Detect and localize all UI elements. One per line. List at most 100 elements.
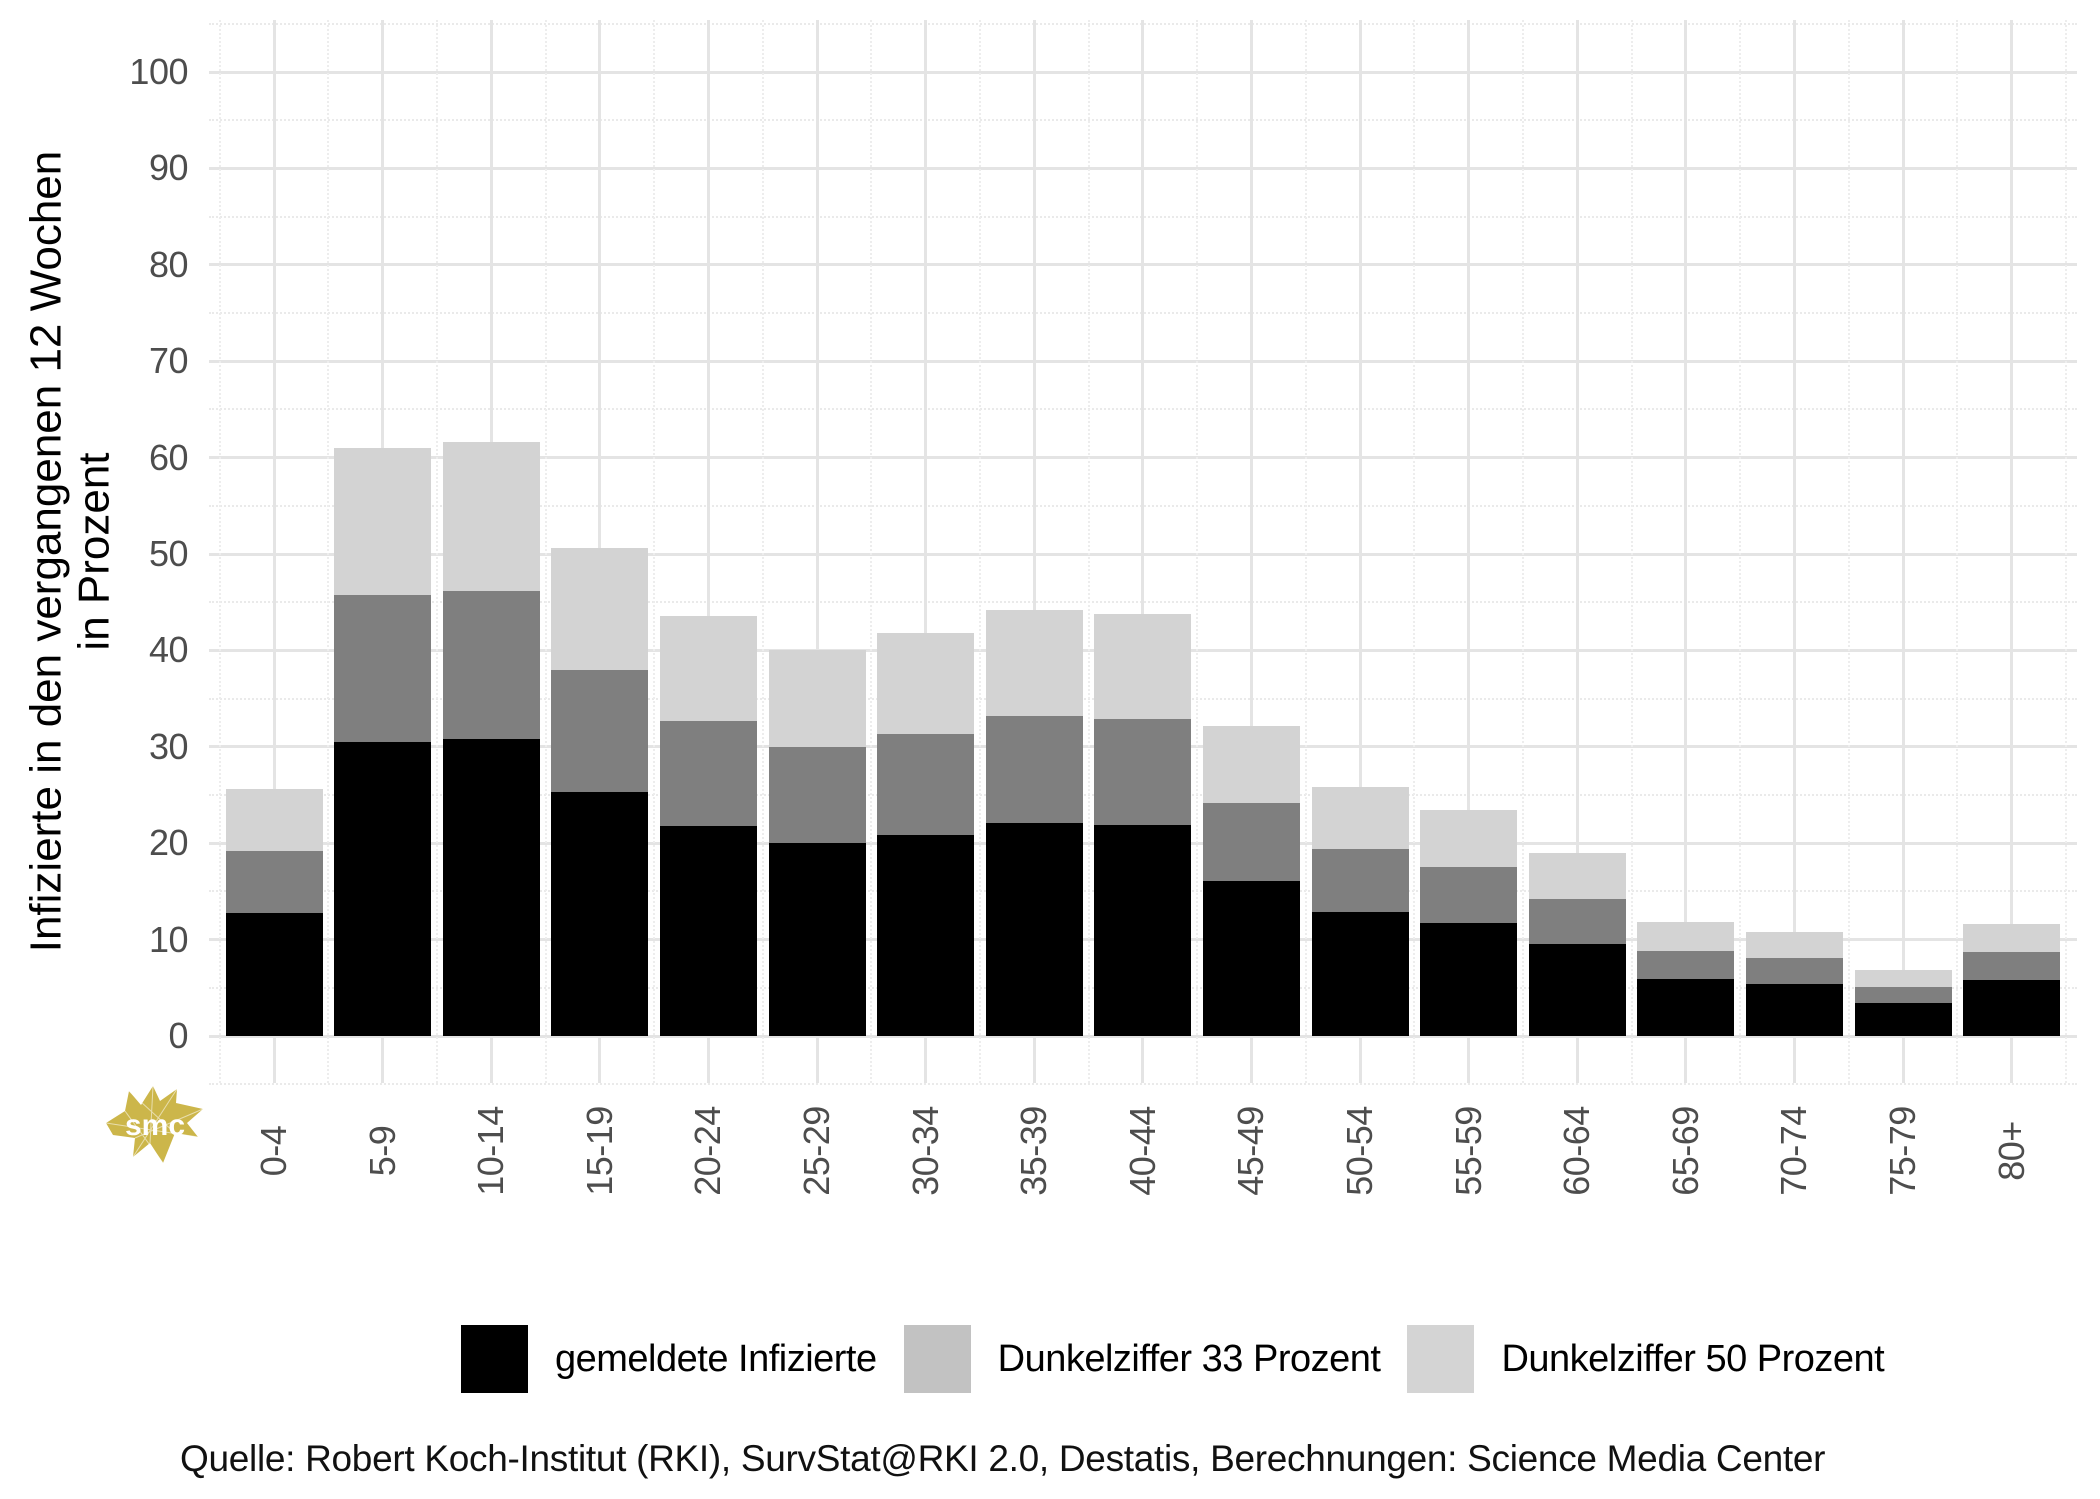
gridline-x-major <box>1792 20 1796 1083</box>
bar-segment-45-49 <box>1202 803 1300 881</box>
legend-item: Dunkelziffer 33 Prozent <box>903 1325 1381 1393</box>
bar-segment-70-74 <box>1745 983 1843 1036</box>
y-tick-label: 70 <box>148 340 189 382</box>
gridline-x-major <box>1684 20 1688 1083</box>
y-tick-label: 30 <box>148 725 189 767</box>
bar-segment-30-34 <box>877 834 975 1036</box>
smc-logo: smc <box>105 1085 204 1164</box>
bar-segment-35-39 <box>985 716 1083 823</box>
gridline-x-major <box>815 20 819 1083</box>
y-tick-label: 0 <box>168 1015 188 1056</box>
gridline-x-minor <box>1521 20 1524 1083</box>
y-tick-label: 60 <box>148 436 189 478</box>
bar-segment-75-79 <box>1854 1003 1952 1036</box>
bar-segment-45-49 <box>1202 725 1300 804</box>
gridline-x-minor <box>544 20 547 1083</box>
x-tick-label: 5-9 <box>361 1125 403 1177</box>
x-tick-label: 70-74 <box>1773 1106 1815 1196</box>
bar-segment-35-39 <box>985 609 1083 717</box>
bar-segment-65-69 <box>1637 922 1735 951</box>
bar-segment-5-9 <box>334 741 432 1036</box>
gridline-x-minor <box>435 20 438 1083</box>
gridline-x-minor <box>1087 20 1090 1083</box>
gridline-x-major <box>706 20 710 1083</box>
smc-logo-text: smc <box>125 1109 185 1142</box>
gridline-x-major <box>1467 20 1471 1083</box>
gridline-x-minor <box>1956 20 1959 1083</box>
legend-label: Dunkelziffer 50 Prozent <box>1501 1337 1885 1380</box>
bar-segment-40-44 <box>1094 824 1192 1036</box>
bar-segment-10-14 <box>442 739 540 1036</box>
bar-segment-0-4 <box>225 850 323 913</box>
y-tick-label: 50 <box>148 533 189 574</box>
bar-segment-55-59 <box>1420 810 1518 867</box>
legend-item: gemeldete Infizierte <box>461 1325 877 1393</box>
legend-swatch <box>461 1325 528 1393</box>
bar-segment-20-24 <box>659 615 757 721</box>
bar-segment-30-34 <box>877 633 975 734</box>
bar-segment-50-54 <box>1311 849 1409 912</box>
bar-segment-70-74 <box>1745 957 1843 984</box>
x-tick-label: 35-39 <box>1013 1106 1055 1196</box>
gridline-x-major <box>1358 20 1362 1083</box>
bar-segment-80+ <box>1963 952 2061 981</box>
bar-segment-15-19 <box>551 792 649 1036</box>
bar-segment-0-4 <box>225 912 323 1036</box>
gridline-x-minor <box>1413 20 1416 1083</box>
gridline-x-minor <box>1630 20 1633 1083</box>
x-tick-label: 10-14 <box>470 1106 512 1196</box>
bar-segment-25-29 <box>768 650 866 747</box>
bar-segment-55-59 <box>1420 923 1518 1036</box>
y-tick-label: 20 <box>148 822 189 864</box>
bar-segment-65-69 <box>1637 950 1735 980</box>
x-tick-label: 55-59 <box>1447 1106 1489 1196</box>
y-tick-label: 10 <box>148 918 189 960</box>
x-tick-label: 50-54 <box>1339 1106 1380 1196</box>
x-tick-label: 60-64 <box>1556 1106 1598 1196</box>
gridline-x-minor <box>1196 20 1199 1083</box>
gridline-x-major <box>2010 20 2014 1083</box>
bar-segment-80+ <box>1963 924 2061 953</box>
gridline-x-major <box>1141 20 1145 1083</box>
legend: gemeldete Infizierte Dunkelziffer 33 Proz… <box>461 1325 1885 1393</box>
bar-segment-65-69 <box>1637 979 1735 1036</box>
gridline-x-minor <box>2064 20 2067 1083</box>
bar-segment-20-24 <box>659 720 757 826</box>
gridline-x-major <box>1901 20 1905 1083</box>
bar-segment-10-14 <box>442 442 540 591</box>
legend-swatch <box>903 1325 971 1393</box>
bar-segment-60-64 <box>1528 944 1626 1036</box>
bar-segment-70-74 <box>1745 931 1843 958</box>
legend-swatch <box>1407 1325 1475 1393</box>
bar-segment-60-64 <box>1528 898 1626 945</box>
bar-segment-40-44 <box>1094 613 1192 720</box>
bar-segment-40-44 <box>1094 719 1192 825</box>
y-tick-label: 40 <box>148 629 189 671</box>
bar-segment-15-19 <box>551 670 649 793</box>
bar-segment-55-59 <box>1420 866 1518 924</box>
bar-segment-5-9 <box>334 447 432 595</box>
y-tick-label: 80 <box>148 243 189 285</box>
smc-logo-facet-lines <box>105 1085 204 1164</box>
source-caption: Quelle: Robert Koch-Institut (RKI), Surv… <box>180 1438 1826 1479</box>
legend-item: Dunkelziffer 50 Prozent <box>1407 1325 1885 1393</box>
legend-label: Dunkelziffer 33 Prozent <box>997 1337 1381 1380</box>
bar-segment-20-24 <box>659 825 757 1036</box>
bar-segment-60-64 <box>1528 852 1626 899</box>
gridline-x-minor <box>761 20 764 1083</box>
bar-segment-0-4 <box>225 789 323 851</box>
gridline-x-major <box>924 20 928 1083</box>
bar-segment-50-54 <box>1311 787 1409 850</box>
bar-segment-45-49 <box>1202 880 1300 1036</box>
gridline-x-minor <box>870 20 873 1083</box>
x-tick-label: 20-24 <box>687 1106 729 1196</box>
bar-segment-35-39 <box>985 822 1083 1036</box>
gridline-x-minor <box>327 20 330 1083</box>
x-tick-label: 0-4 <box>253 1125 294 1177</box>
bar-segment-50-54 <box>1311 911 1409 1036</box>
gridline-x-major <box>1249 20 1253 1083</box>
gridline-x-minor <box>1304 20 1307 1083</box>
x-tick-label: 40-44 <box>1121 1106 1163 1196</box>
gridline-y-minor <box>209 1083 2077 1086</box>
